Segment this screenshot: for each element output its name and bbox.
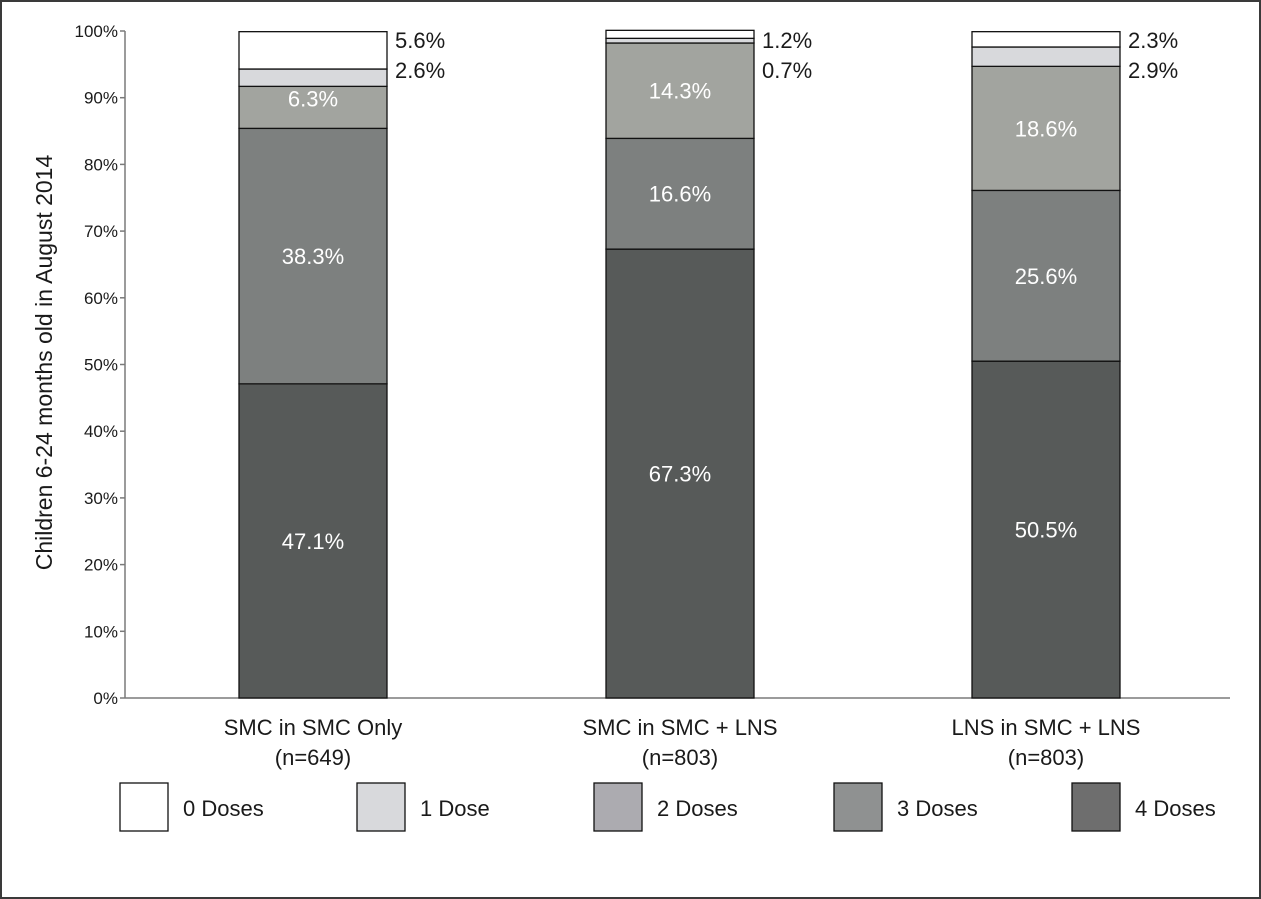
x-category-label: SMC in SMC Only xyxy=(224,715,402,740)
data-label-outside: 0.7% xyxy=(762,58,812,83)
y-tick-label: 80% xyxy=(84,155,118,174)
bar-segment xyxy=(238,85,388,130)
y-tick-label: 90% xyxy=(84,89,118,108)
data-label: 25.6% xyxy=(1015,264,1077,289)
data-label-outside: 2.3% xyxy=(1128,28,1178,53)
bar-segment xyxy=(971,189,1121,362)
legend-label: 3 Doses xyxy=(897,796,978,821)
data-label: 18.6% xyxy=(1015,116,1077,141)
bar-segment xyxy=(605,248,755,699)
y-tick-label: 10% xyxy=(84,622,118,641)
x-category-sublabel: (n=803) xyxy=(642,745,718,770)
axes: 0% 10% 20% 30% 40% 50% 60% 70% 80% 90% 100% Childre… xyxy=(31,22,1230,770)
y-axis-title: Children 6-24 months old in August 2014 xyxy=(31,155,57,571)
data-label-outside: 2.9% xyxy=(1128,58,1178,83)
y-tick-label: 60% xyxy=(84,289,118,308)
y-tick-label: 30% xyxy=(84,489,118,508)
bar-segment xyxy=(971,65,1121,192)
data-label: 14.3% xyxy=(649,79,711,104)
x-category-label: LNS in SMC + LNS xyxy=(952,715,1141,740)
legend-label: 2 Doses xyxy=(657,796,738,821)
legend-swatch xyxy=(593,782,643,832)
y-tick-label: 20% xyxy=(84,556,118,575)
y-tick-label: 100% xyxy=(75,22,118,41)
legend-swatch xyxy=(119,782,169,832)
bar-segment xyxy=(238,383,388,699)
legend-swatch xyxy=(1071,782,1121,832)
data-label-outside: 1.2% xyxy=(762,28,812,53)
legend-label: 4 Doses xyxy=(1135,796,1216,821)
data-label: 38.3% xyxy=(282,244,344,269)
data-label: 6.3% xyxy=(288,86,338,111)
x-category-sublabel: (n=803) xyxy=(1008,745,1084,770)
data-label: 50.5% xyxy=(1015,518,1077,543)
y-tick-label: 50% xyxy=(84,356,118,375)
legend-label: 1 Dose xyxy=(420,796,490,821)
bar-segment xyxy=(238,31,388,70)
bar-segment xyxy=(605,42,755,140)
legend-swatch xyxy=(356,782,406,832)
x-category-sublabel: (n=649) xyxy=(275,745,351,770)
y-tick-label: 70% xyxy=(84,222,118,241)
bar-segment xyxy=(238,68,388,88)
bar-segment xyxy=(238,127,388,385)
bar-segment xyxy=(971,31,1121,48)
data-label-outside: 5.6% xyxy=(395,28,445,53)
data-labels: 47.1% 38.3% 6.3% 5.6% 2.6% 67.3% 16.6% 14.3% 1.2… xyxy=(282,28,1178,554)
y-tick-label: 0% xyxy=(93,689,118,708)
y-tick-label: 40% xyxy=(84,422,118,441)
data-label: 47.1% xyxy=(282,529,344,554)
bar-segment xyxy=(605,37,755,44)
legend-swatch xyxy=(833,782,883,832)
data-label-outside: 2.6% xyxy=(395,58,445,83)
data-label: 16.6% xyxy=(649,182,711,207)
x-category-label: SMC in SMC + LNS xyxy=(583,715,778,740)
bar-segment xyxy=(971,46,1121,68)
bar-segment xyxy=(605,137,755,250)
data-label: 67.3% xyxy=(649,462,711,487)
bars xyxy=(238,29,1121,699)
legend: 0 Doses 1 Dose 2 Doses 3 Doses 4 Doses xyxy=(119,782,1216,832)
legend-label: 0 Doses xyxy=(183,796,264,821)
bar-segment xyxy=(605,29,755,39)
